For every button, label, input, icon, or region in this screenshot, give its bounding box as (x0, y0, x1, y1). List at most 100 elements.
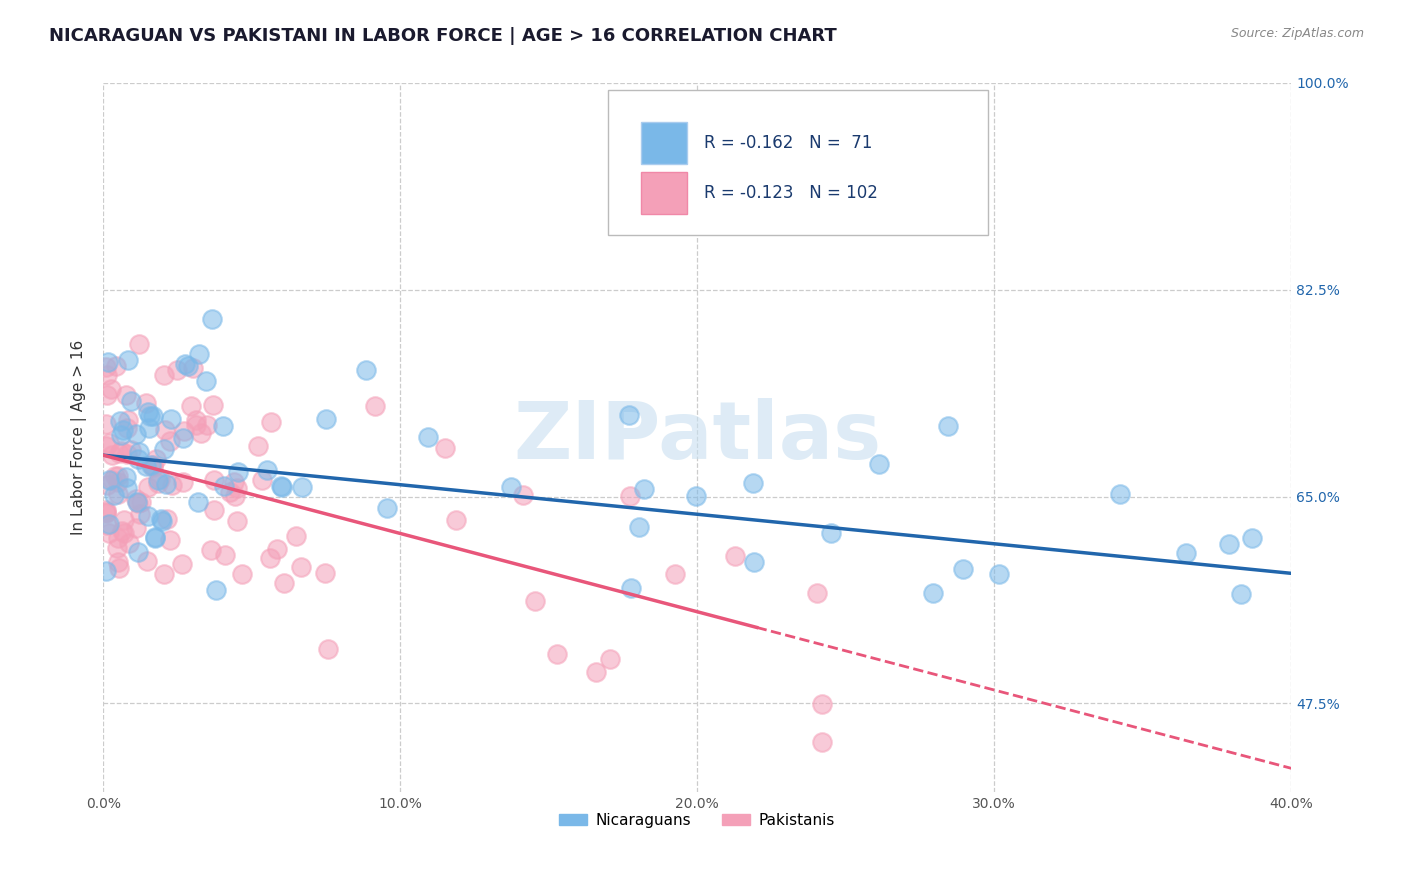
Text: Source: ZipAtlas.com: Source: ZipAtlas.com (1230, 27, 1364, 40)
Legend: Nicaraguans, Pakistanis: Nicaraguans, Pakistanis (553, 806, 841, 834)
Point (153, 442, 176, 457)
Point (1240, 531, 1263, 545)
Point (231, 567, 253, 582)
Point (97, 355, 120, 369)
Point (117, 353, 139, 368)
Point (150, 514, 173, 528)
Point (125, 521, 148, 535)
Point (187, 347, 209, 361)
Point (129, 508, 152, 522)
Point (97, 516, 120, 531)
Point (110, 428, 132, 442)
Point (148, 473, 170, 487)
Point (100, 382, 122, 396)
Point (181, 360, 204, 375)
Point (103, 488, 125, 502)
Point (159, 533, 181, 547)
Point (201, 312, 224, 326)
Point (115, 470, 138, 484)
Point (127, 545, 149, 559)
Point (98, 473, 121, 487)
Point (628, 520, 651, 534)
Point (127, 496, 149, 510)
Point (96, 359, 118, 374)
Point (172, 557, 194, 571)
Point (107, 475, 129, 489)
Point (142, 460, 165, 475)
Point (149, 472, 172, 486)
Point (1218, 536, 1240, 550)
Point (176, 359, 198, 374)
Point (501, 480, 523, 494)
Point (136, 508, 159, 523)
Point (190, 425, 212, 440)
Point (270, 478, 292, 492)
Point (96, 564, 118, 578)
Point (633, 483, 655, 497)
Point (585, 665, 607, 679)
Point (149, 512, 172, 526)
Point (364, 399, 387, 413)
Point (988, 567, 1011, 582)
Point (187, 494, 209, 508)
Point (96, 417, 118, 431)
Point (620, 581, 643, 595)
Point (212, 478, 235, 492)
Bar (641, 171, 686, 214)
Point (120, 442, 142, 457)
Point (523, 594, 546, 608)
Point (180, 399, 202, 413)
Point (685, 489, 707, 503)
Point (724, 549, 747, 564)
Point (599, 652, 621, 666)
Point (1230, 587, 1253, 601)
Point (266, 542, 288, 557)
Point (811, 697, 834, 711)
Point (96, 502, 118, 516)
Point (174, 357, 197, 371)
Point (184, 413, 207, 427)
Point (118, 536, 141, 550)
Point (172, 475, 194, 489)
Point (214, 548, 236, 562)
Point (117, 446, 139, 460)
Point (107, 555, 129, 569)
Point (314, 566, 336, 580)
Point (115, 481, 138, 495)
Point (820, 525, 842, 540)
Point (166, 363, 188, 377)
Point (128, 336, 150, 351)
Point (105, 359, 128, 374)
Point (155, 476, 177, 491)
Point (290, 560, 312, 574)
Point (96, 439, 118, 453)
Point (273, 576, 295, 591)
Point (136, 405, 159, 419)
Point (211, 418, 233, 433)
Point (952, 561, 974, 575)
Point (96, 506, 118, 520)
Point (128, 444, 150, 458)
Point (619, 489, 641, 503)
Point (97, 436, 120, 450)
Point (224, 489, 246, 503)
Point (143, 531, 166, 545)
Point (139, 409, 162, 424)
Point (247, 439, 270, 453)
Point (127, 452, 149, 467)
Point (159, 434, 181, 448)
Point (100, 473, 122, 487)
Point (252, 473, 274, 487)
Point (546, 647, 568, 661)
Point (120, 394, 142, 409)
Point (124, 492, 146, 507)
Point (96, 505, 118, 519)
Point (617, 408, 640, 422)
Point (153, 567, 176, 582)
Point (96, 368, 118, 382)
Point (105, 541, 128, 555)
Point (195, 374, 218, 388)
Point (195, 417, 218, 432)
Point (186, 417, 208, 432)
Point (922, 585, 945, 599)
